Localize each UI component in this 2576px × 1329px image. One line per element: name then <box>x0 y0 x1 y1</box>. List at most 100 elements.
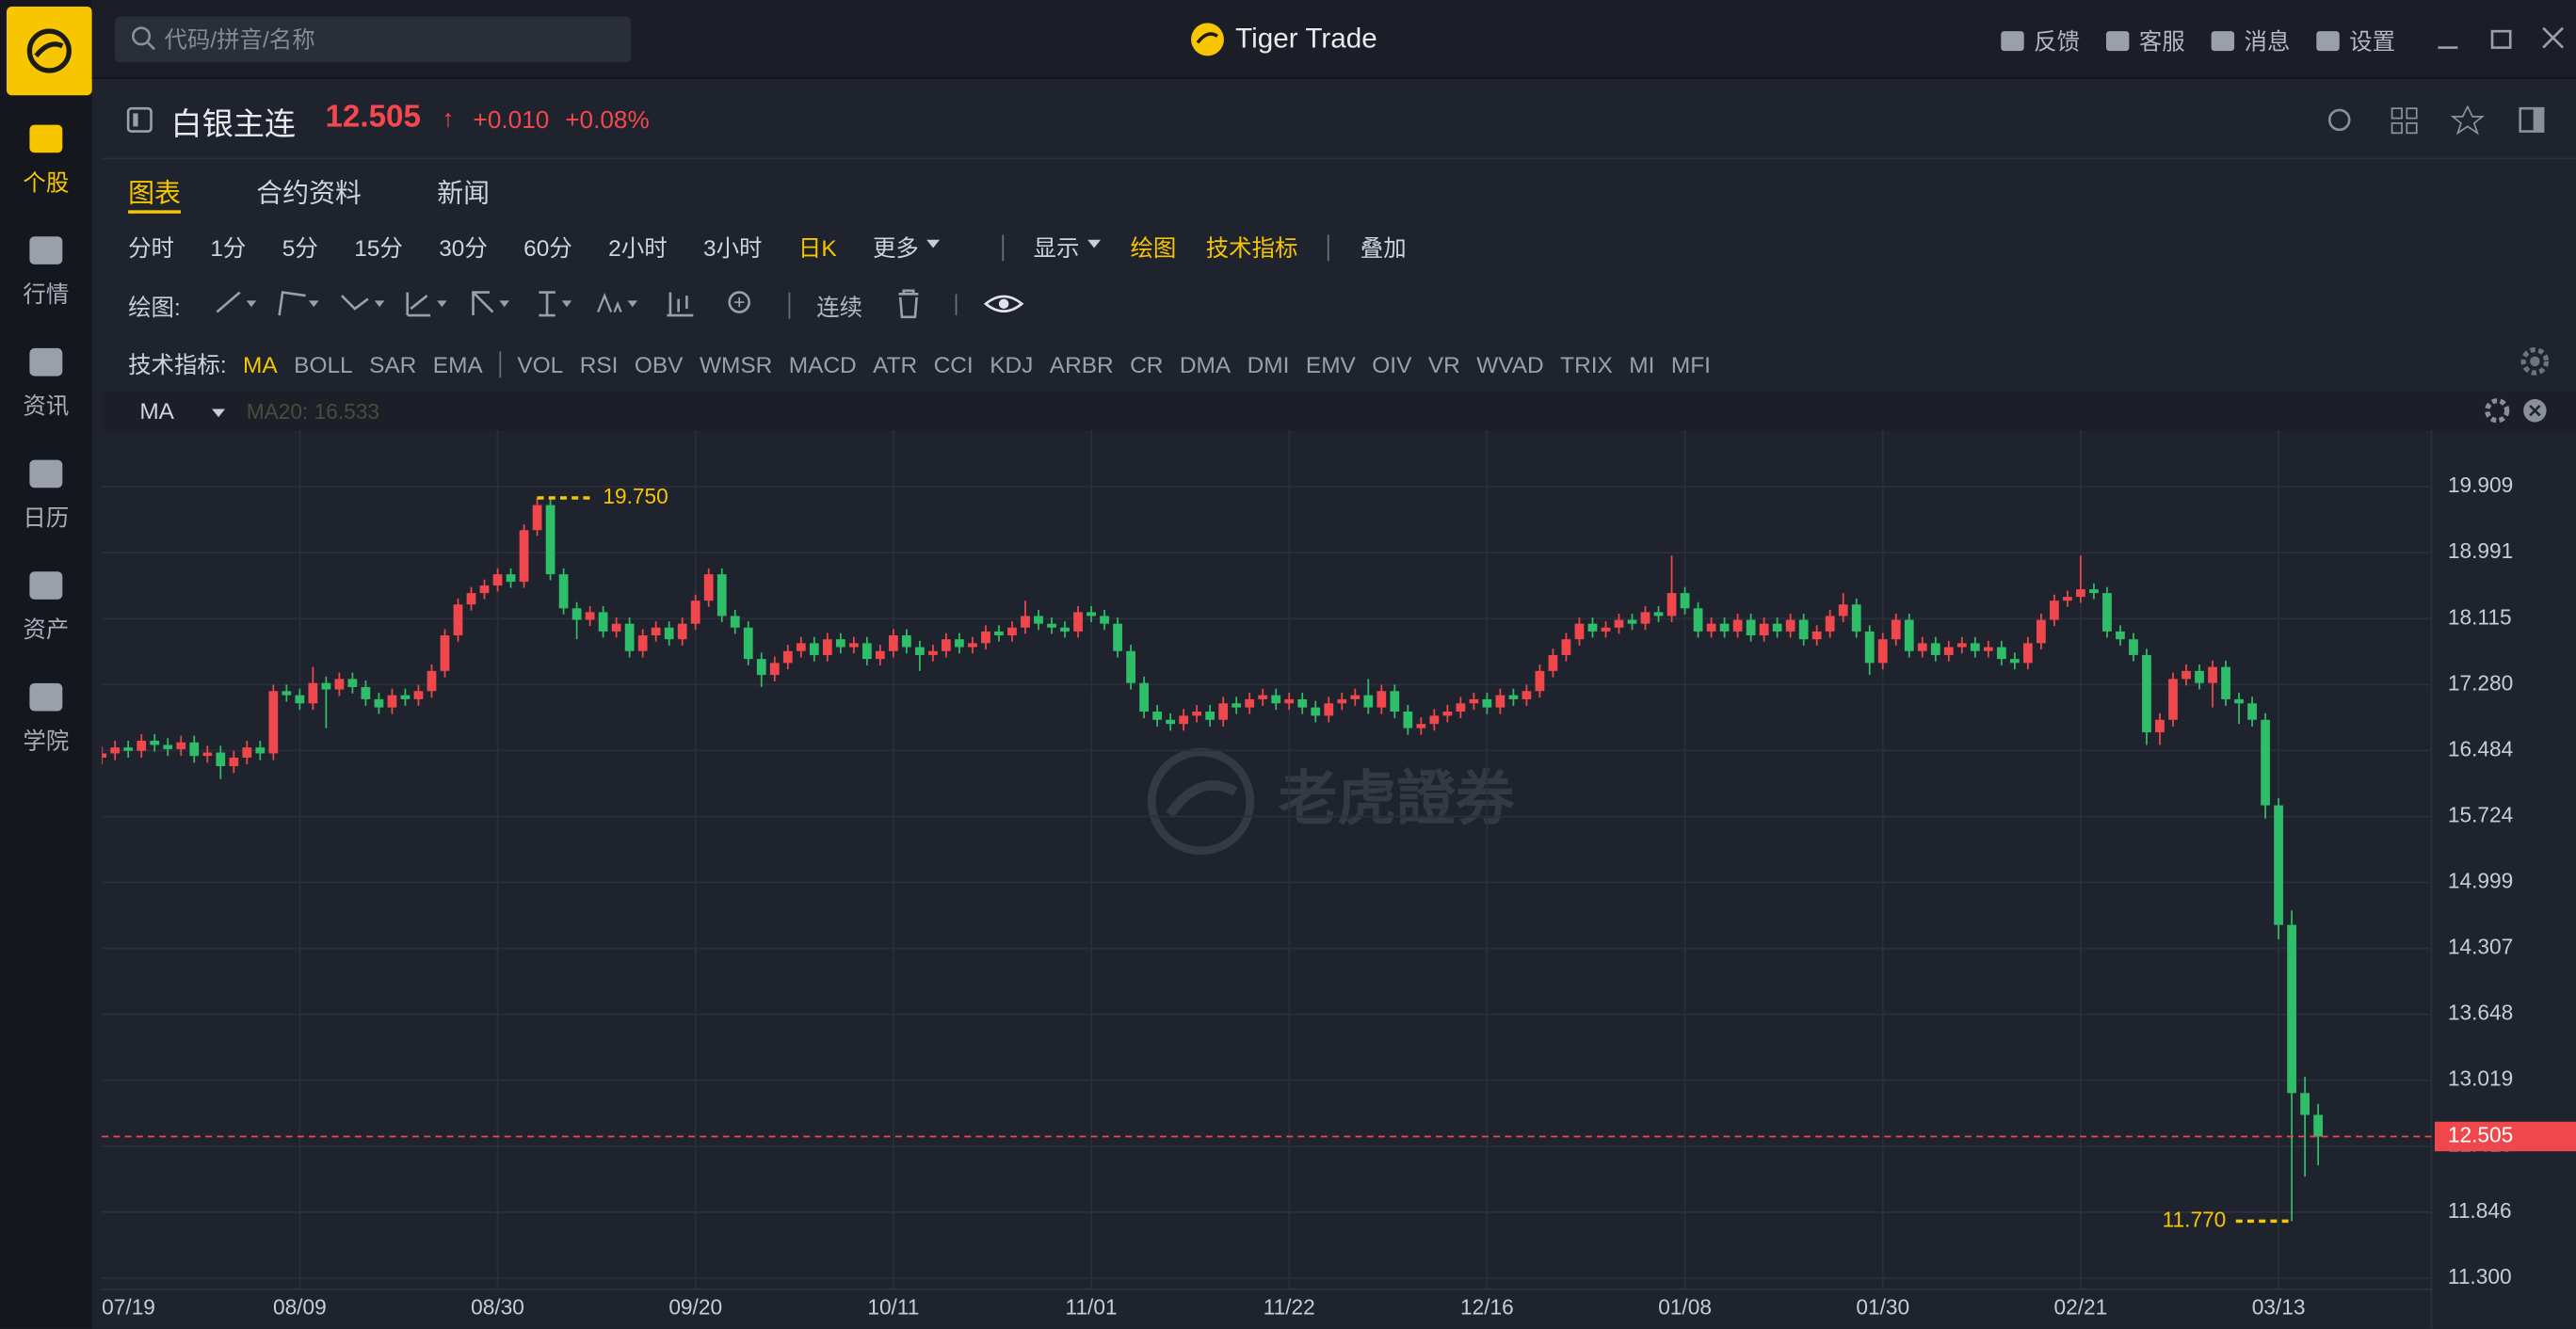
candle-body <box>1152 711 1162 720</box>
period[interactable]: 15分 <box>354 234 403 262</box>
nav-item[interactable]: 学院 <box>0 682 92 758</box>
period[interactable]: 30分 <box>439 234 488 262</box>
candle-body <box>1113 623 1122 651</box>
candle-body <box>506 574 516 583</box>
indicator[interactable]: CCI <box>933 351 974 378</box>
indicator[interactable]: ARBR <box>1049 351 1114 378</box>
nav-item[interactable]: 资产 <box>0 571 92 646</box>
indicator[interactable]: MFI <box>1670 351 1711 378</box>
indicator[interactable]: MACD <box>788 351 857 378</box>
nav-item[interactable]: 行情 <box>0 236 92 311</box>
candle-body <box>1521 691 1532 699</box>
indicator[interactable]: WVAD <box>1476 351 1544 378</box>
period[interactable]: 分时 <box>128 234 174 262</box>
search-box[interactable]: 代码/拼音/名称 <box>115 16 632 63</box>
candle-body <box>2313 1114 2324 1137</box>
panel-toggle[interactable] <box>126 106 153 133</box>
candle-body <box>1482 698 1492 708</box>
top-action[interactable]: 消息 <box>2212 24 2291 57</box>
y-tick-label: 13.648 <box>2448 1001 2513 1025</box>
settings-icon[interactable] <box>2517 344 2552 379</box>
indicator[interactable]: TRIX <box>1560 351 1613 378</box>
indicator[interactable]: ATR <box>873 351 918 378</box>
candle-body <box>1983 647 1993 651</box>
indicator[interactable]: BOLL <box>294 351 353 378</box>
brand-icon <box>1191 23 1224 56</box>
candle-body <box>1574 623 1585 640</box>
candle-body <box>875 650 885 660</box>
indicator[interactable]: EMV <box>1305 351 1356 378</box>
indicator[interactable]: MI <box>1629 351 1655 378</box>
candle-body <box>1904 619 1914 651</box>
nav-label: 资产 <box>23 616 70 643</box>
indicator[interactable]: MA <box>243 351 278 378</box>
nav-item[interactable]: 个股 <box>0 124 92 200</box>
indicator[interactable]: DMA <box>1179 351 1232 378</box>
period[interactable]: 5分 <box>282 234 318 262</box>
y-tick-label: 11.846 <box>2448 1198 2512 1223</box>
tab[interactable]: 图表 <box>128 180 181 209</box>
candle-body <box>1943 647 1954 655</box>
top-action[interactable]: 反馈 <box>2001 24 2080 57</box>
candle-body <box>1139 682 1149 712</box>
x-tick-label: 11/01 <box>1066 1295 1118 1320</box>
indicator[interactable]: OBV <box>634 351 684 378</box>
candle-body <box>519 530 529 583</box>
toolbar-item[interactable]: 显示 <box>1034 232 1102 264</box>
candle-body <box>2036 619 2046 644</box>
y-tick-label: 17.280 <box>2448 670 2513 695</box>
candle-body <box>2050 600 2059 620</box>
indicator[interactable]: EMA <box>432 351 483 378</box>
candle-body <box>730 616 740 628</box>
indicator[interactable]: RSI <box>579 351 619 378</box>
candle-body <box>1838 604 1848 616</box>
period[interactable]: 2小时 <box>608 234 668 262</box>
candle-body <box>1403 711 1413 729</box>
logo[interactable] <box>6 6 92 96</box>
indicator[interactable]: KDJ <box>990 351 1034 378</box>
period[interactable]: 60分 <box>523 234 572 262</box>
toolbar-item[interactable]: 技术指标 <box>1205 234 1298 262</box>
candle-body <box>453 604 463 636</box>
tab[interactable]: 新闻 <box>437 180 491 209</box>
tab[interactable]: 合约资料 <box>256 180 362 209</box>
candle-body <box>1653 612 1664 616</box>
candle-body <box>624 623 635 651</box>
period[interactable]: 日K <box>797 234 837 262</box>
period[interactable]: 3小时 <box>703 234 763 262</box>
ma-selector[interactable]: MA <box>139 397 174 424</box>
candle-body <box>848 643 859 648</box>
x-tick-label: 10/11 <box>867 1295 919 1320</box>
indicator[interactable]: VOL <box>517 351 564 378</box>
candle-body <box>1324 703 1334 716</box>
candle-body <box>2195 670 2204 683</box>
x-tick-label: 07/19 <box>102 1295 155 1320</box>
nav-item[interactable]: 日历 <box>0 459 92 535</box>
toolbar-item[interactable]: 绘图 <box>1130 234 1177 262</box>
indicator[interactable]: WMSR <box>699 351 773 378</box>
candle-body <box>1996 647 2006 660</box>
top-action[interactable]: 客服 <box>2106 24 2185 57</box>
indicator[interactable]: CR <box>1130 351 1164 378</box>
x-tick-label: 03/13 <box>2252 1295 2306 1320</box>
candle-body <box>1311 707 1321 716</box>
candle-body <box>440 635 450 671</box>
indicator[interactable]: SAR <box>369 351 417 378</box>
toolbar-item[interactable]: 叠加 <box>1360 234 1407 262</box>
period[interactable]: 更多 <box>873 232 941 264</box>
indicator[interactable]: DMI <box>1247 351 1290 378</box>
indicator[interactable]: OIV <box>1372 351 1412 378</box>
indicator[interactable]: VR <box>1427 351 1460 378</box>
candle-body <box>1970 643 1980 651</box>
y-tick-label: 19.909 <box>2448 472 2513 497</box>
top-action[interactable]: 设置 <box>2316 24 2395 57</box>
period[interactable]: 1分 <box>210 234 247 262</box>
nav-item[interactable]: 资讯 <box>0 347 92 423</box>
candle-body <box>123 747 134 751</box>
ma-value: MA20: 16.533 <box>246 399 379 424</box>
candle-body <box>1034 616 1043 624</box>
candle-body <box>163 745 173 749</box>
draw-mode[interactable]: 连续 <box>816 294 863 321</box>
candle-body <box>1956 643 1967 648</box>
